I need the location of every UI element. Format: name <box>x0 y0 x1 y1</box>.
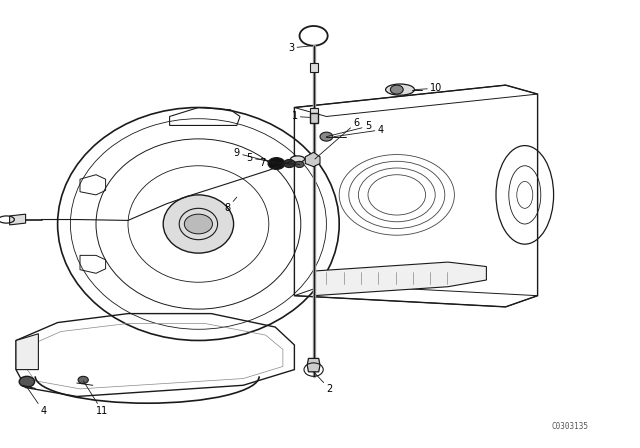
Circle shape <box>320 132 333 141</box>
Circle shape <box>284 159 295 168</box>
Text: 7: 7 <box>259 158 300 168</box>
Polygon shape <box>307 358 320 372</box>
Ellipse shape <box>163 195 234 253</box>
Polygon shape <box>310 108 318 116</box>
Text: 11: 11 <box>83 381 109 416</box>
Circle shape <box>78 376 88 383</box>
Text: 5: 5 <box>246 153 289 164</box>
Text: 6: 6 <box>315 118 360 159</box>
Ellipse shape <box>291 156 305 162</box>
Text: 4: 4 <box>27 387 47 416</box>
Circle shape <box>19 376 35 387</box>
Text: 1: 1 <box>291 112 310 121</box>
Text: 4: 4 <box>334 125 384 137</box>
Text: C0303135: C0303135 <box>552 422 589 431</box>
Circle shape <box>268 158 285 169</box>
Text: 2: 2 <box>314 372 333 394</box>
Polygon shape <box>314 262 486 296</box>
Text: 8: 8 <box>224 197 237 213</box>
Polygon shape <box>16 334 38 370</box>
Text: 3: 3 <box>288 43 312 53</box>
Circle shape <box>390 85 403 94</box>
Circle shape <box>184 214 212 234</box>
Polygon shape <box>310 63 318 72</box>
Polygon shape <box>310 113 318 123</box>
Polygon shape <box>305 152 320 167</box>
Text: 9: 9 <box>234 148 276 164</box>
Polygon shape <box>10 214 26 225</box>
Circle shape <box>295 161 304 168</box>
Ellipse shape <box>385 84 415 95</box>
Text: 5: 5 <box>326 121 371 137</box>
Text: 10: 10 <box>415 83 442 93</box>
